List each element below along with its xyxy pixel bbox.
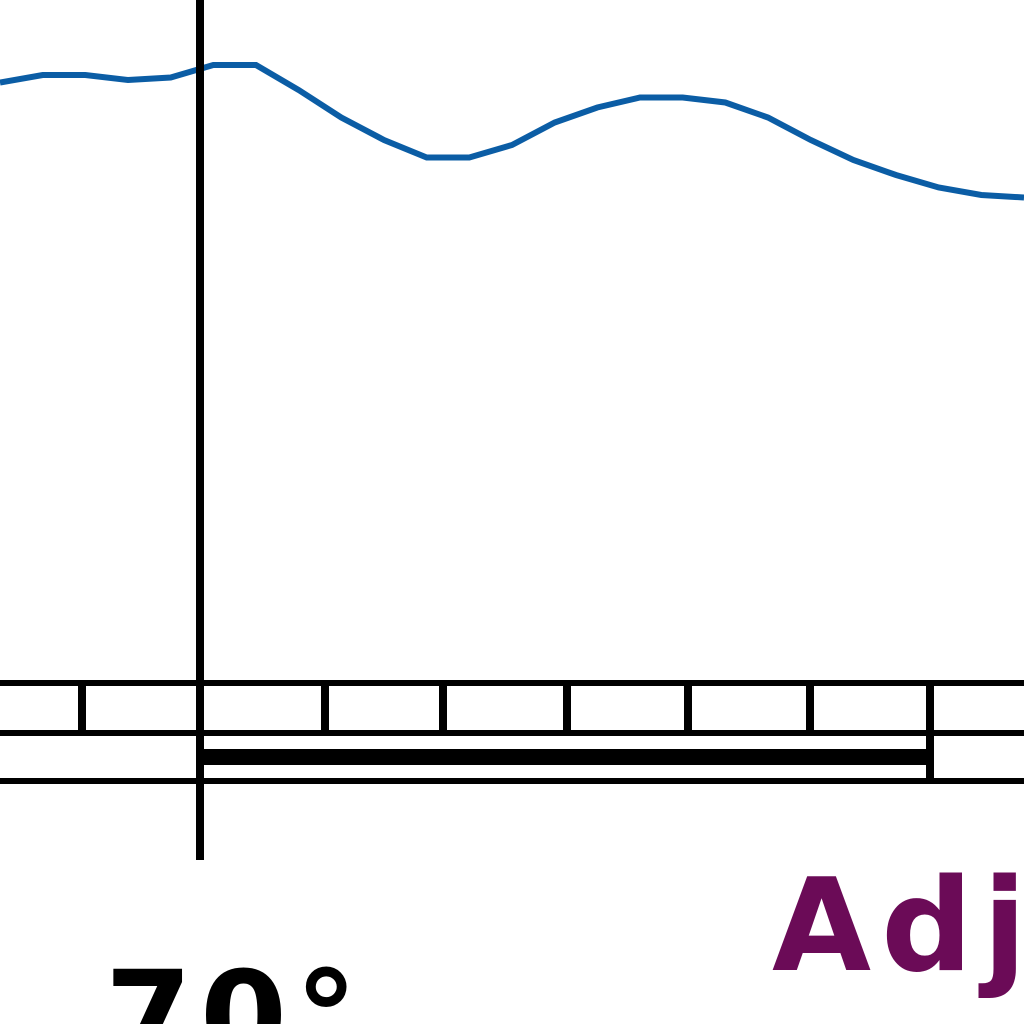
legend-label: Adj (772, 852, 1024, 1001)
scale-ticks (78, 683, 814, 733)
plot-area (0, 62, 1024, 201)
scale-strip (0, 680, 1024, 784)
series-line (0, 62, 1024, 201)
scale-bar (200, 749, 930, 765)
axis-tick-label: 70° (105, 945, 365, 1024)
